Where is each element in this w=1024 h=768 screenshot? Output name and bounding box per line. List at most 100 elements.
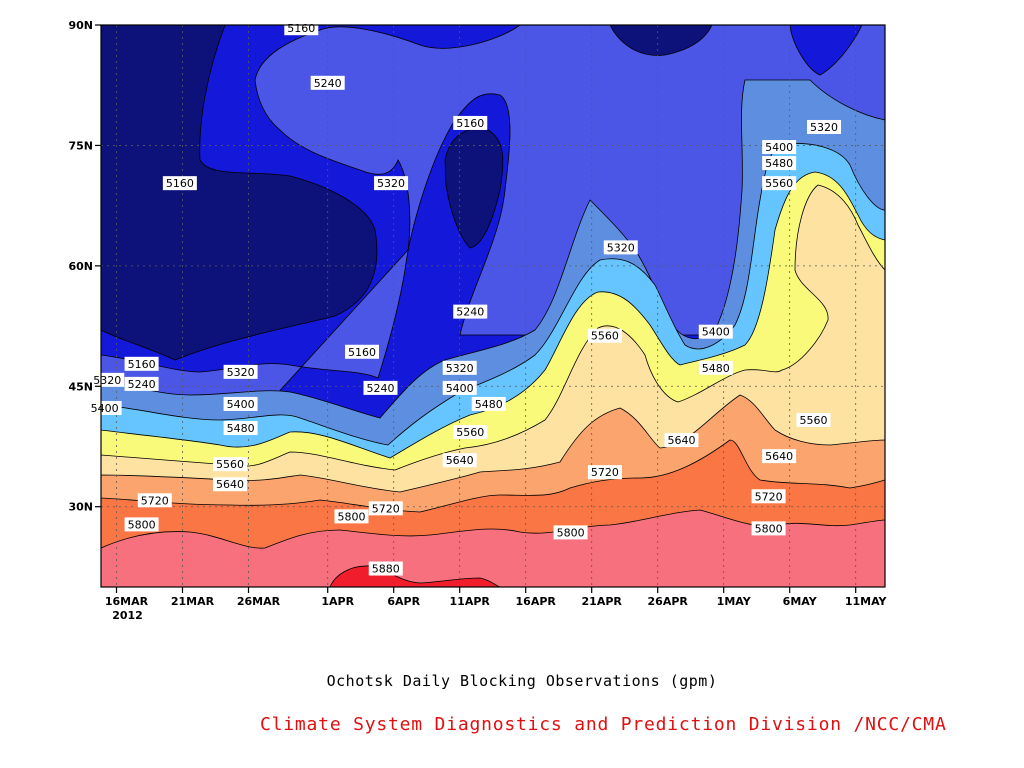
contour-label-text: 5560 — [799, 414, 827, 427]
contour-label: 5720 — [137, 493, 172, 508]
x-tick-label: 26MAR — [237, 595, 281, 608]
contour-label-bg — [310, 75, 345, 90]
contour-label-bg — [553, 525, 588, 540]
contour-label-text: 5800 — [128, 518, 156, 531]
contour-label: 5720 — [587, 465, 622, 480]
y-tick-label: 45N — [68, 380, 93, 393]
contour-label-text: 5560 — [456, 426, 484, 439]
contour-label: 5160 — [345, 344, 380, 359]
x-tick-label: 6MAY — [783, 595, 818, 608]
contour-label-bg — [587, 328, 622, 343]
contour-label: 5560 — [587, 328, 622, 343]
contour-label: 5160 — [124, 356, 159, 371]
contour-label: 5160 — [453, 115, 488, 130]
contour-label-text: 5720 — [141, 494, 169, 507]
contour-label-bg — [751, 489, 786, 504]
contour-label-text: 5640 — [216, 478, 244, 491]
contour-label: 5720 — [751, 489, 786, 504]
contour-label: 5400 — [87, 400, 122, 415]
y-tick-label: 90N — [68, 19, 93, 32]
contour-label-bg — [223, 364, 258, 379]
y-tick-label: 60N — [68, 260, 93, 273]
x-year-label: 2012 — [112, 609, 143, 622]
contour-label-text: 5480 — [227, 422, 255, 435]
contour-labels: 5160524053205160516053205320540054805560… — [87, 21, 842, 576]
contour-label-text: 5640 — [446, 454, 474, 467]
contour-label-bg — [374, 176, 409, 191]
contour-label: 5240 — [453, 304, 488, 319]
x-axis: 16MAR 21MAR 26MAR 1APR 6APR 11APR 16APR 21APR 26… — [105, 587, 888, 622]
plot-frame — [100, 24, 886, 588]
contour-label-text: 5560 — [216, 458, 244, 471]
contour-label-bg — [471, 396, 506, 411]
contour-label-bg — [751, 521, 786, 536]
contour-label-bg — [603, 240, 638, 255]
x-tick-label: 11APR — [450, 595, 491, 608]
contour-label-text: 5320 — [810, 121, 838, 134]
contour-label: 5400 — [698, 324, 733, 339]
contour-label-text: 5400 — [765, 141, 793, 154]
contour-label-text: 5800 — [557, 526, 585, 539]
contour-label: 5240 — [310, 75, 345, 90]
contour-label: 5560 — [762, 176, 797, 191]
contour-label-text: 5400 — [91, 402, 119, 415]
contour-label: 5480 — [471, 396, 506, 411]
contour-label-bg — [762, 176, 797, 191]
contour-label: 5800 — [334, 509, 369, 524]
contour-label-bg — [587, 465, 622, 480]
x-tick-label: 1APR — [321, 595, 354, 608]
contour-label-text: 5480 — [765, 157, 793, 170]
chart-caption: Ochotsk Daily Blocking Observations (gpm… — [326, 672, 718, 690]
fill-5240-5320 — [101, 25, 885, 587]
y-axis: 30N 45N 60N 75N 90N — [68, 19, 101, 514]
contour-label-text: 5160 — [348, 346, 376, 359]
contour-label-bg — [124, 517, 159, 532]
contour-label: 5640 — [664, 433, 699, 448]
contour-label-text: 5800 — [337, 510, 365, 523]
contour-chart: 5160524053205160516053205320540054805560… — [68, 19, 888, 622]
contour-label: 5800 — [124, 517, 159, 532]
contour-label: 5400 — [762, 140, 797, 155]
contour-label-text: 5880 — [372, 563, 400, 576]
contour-label: 5560 — [453, 425, 488, 440]
contour-label-bg — [442, 453, 477, 468]
contour-label-text: 5800 — [755, 522, 783, 535]
contour-label-bg — [698, 360, 733, 375]
contour-label-text: 5720 — [372, 502, 400, 515]
x-tick-label: 6APR — [387, 595, 420, 608]
contour-label: 5560 — [213, 457, 248, 472]
contour-label-text: 5320 — [93, 374, 121, 387]
contour-label: 5320 — [374, 176, 409, 191]
contour-label: 5320 — [603, 240, 638, 255]
contour-label-bg — [796, 413, 831, 428]
contour-label: 5800 — [553, 525, 588, 540]
contour-label-bg — [664, 433, 699, 448]
contour-label-text: 5160 — [128, 358, 156, 371]
core-dark-north — [609, 25, 713, 56]
contour-label-bg — [90, 372, 125, 387]
contour-label-text: 5640 — [667, 434, 695, 447]
contour-label-text: 5240 — [456, 306, 484, 319]
contour-label-text: 5160 — [287, 22, 315, 35]
x-tick-label: 1MAY — [717, 595, 752, 608]
contour-label: 5320 — [442, 360, 477, 375]
contour-label-bg — [223, 396, 258, 411]
contour-label: 5640 — [442, 453, 477, 468]
contour-label: 5160 — [162, 176, 197, 191]
contour-label-bg — [807, 119, 842, 134]
contour-label: 5480 — [223, 421, 258, 436]
contour-label: 5240 — [124, 376, 159, 391]
contour-label: 5880 — [368, 561, 403, 576]
contour-label-bg — [368, 501, 403, 516]
contour-label-text: 5720 — [591, 466, 619, 479]
contour-label-bg — [762, 156, 797, 171]
contour-label-text: 5240 — [367, 382, 395, 395]
contour-label-bg — [124, 376, 159, 391]
contour-label-text: 5400 — [446, 382, 474, 395]
contour-label-bg — [334, 509, 369, 524]
credit-line: Climate System Diagnostics and Predictio… — [260, 714, 947, 735]
contour-label-bg — [213, 477, 248, 492]
x-tick-label: 16APR — [516, 595, 557, 608]
contour-label: 5400 — [442, 380, 477, 395]
contour-label-text: 5400 — [227, 398, 255, 411]
